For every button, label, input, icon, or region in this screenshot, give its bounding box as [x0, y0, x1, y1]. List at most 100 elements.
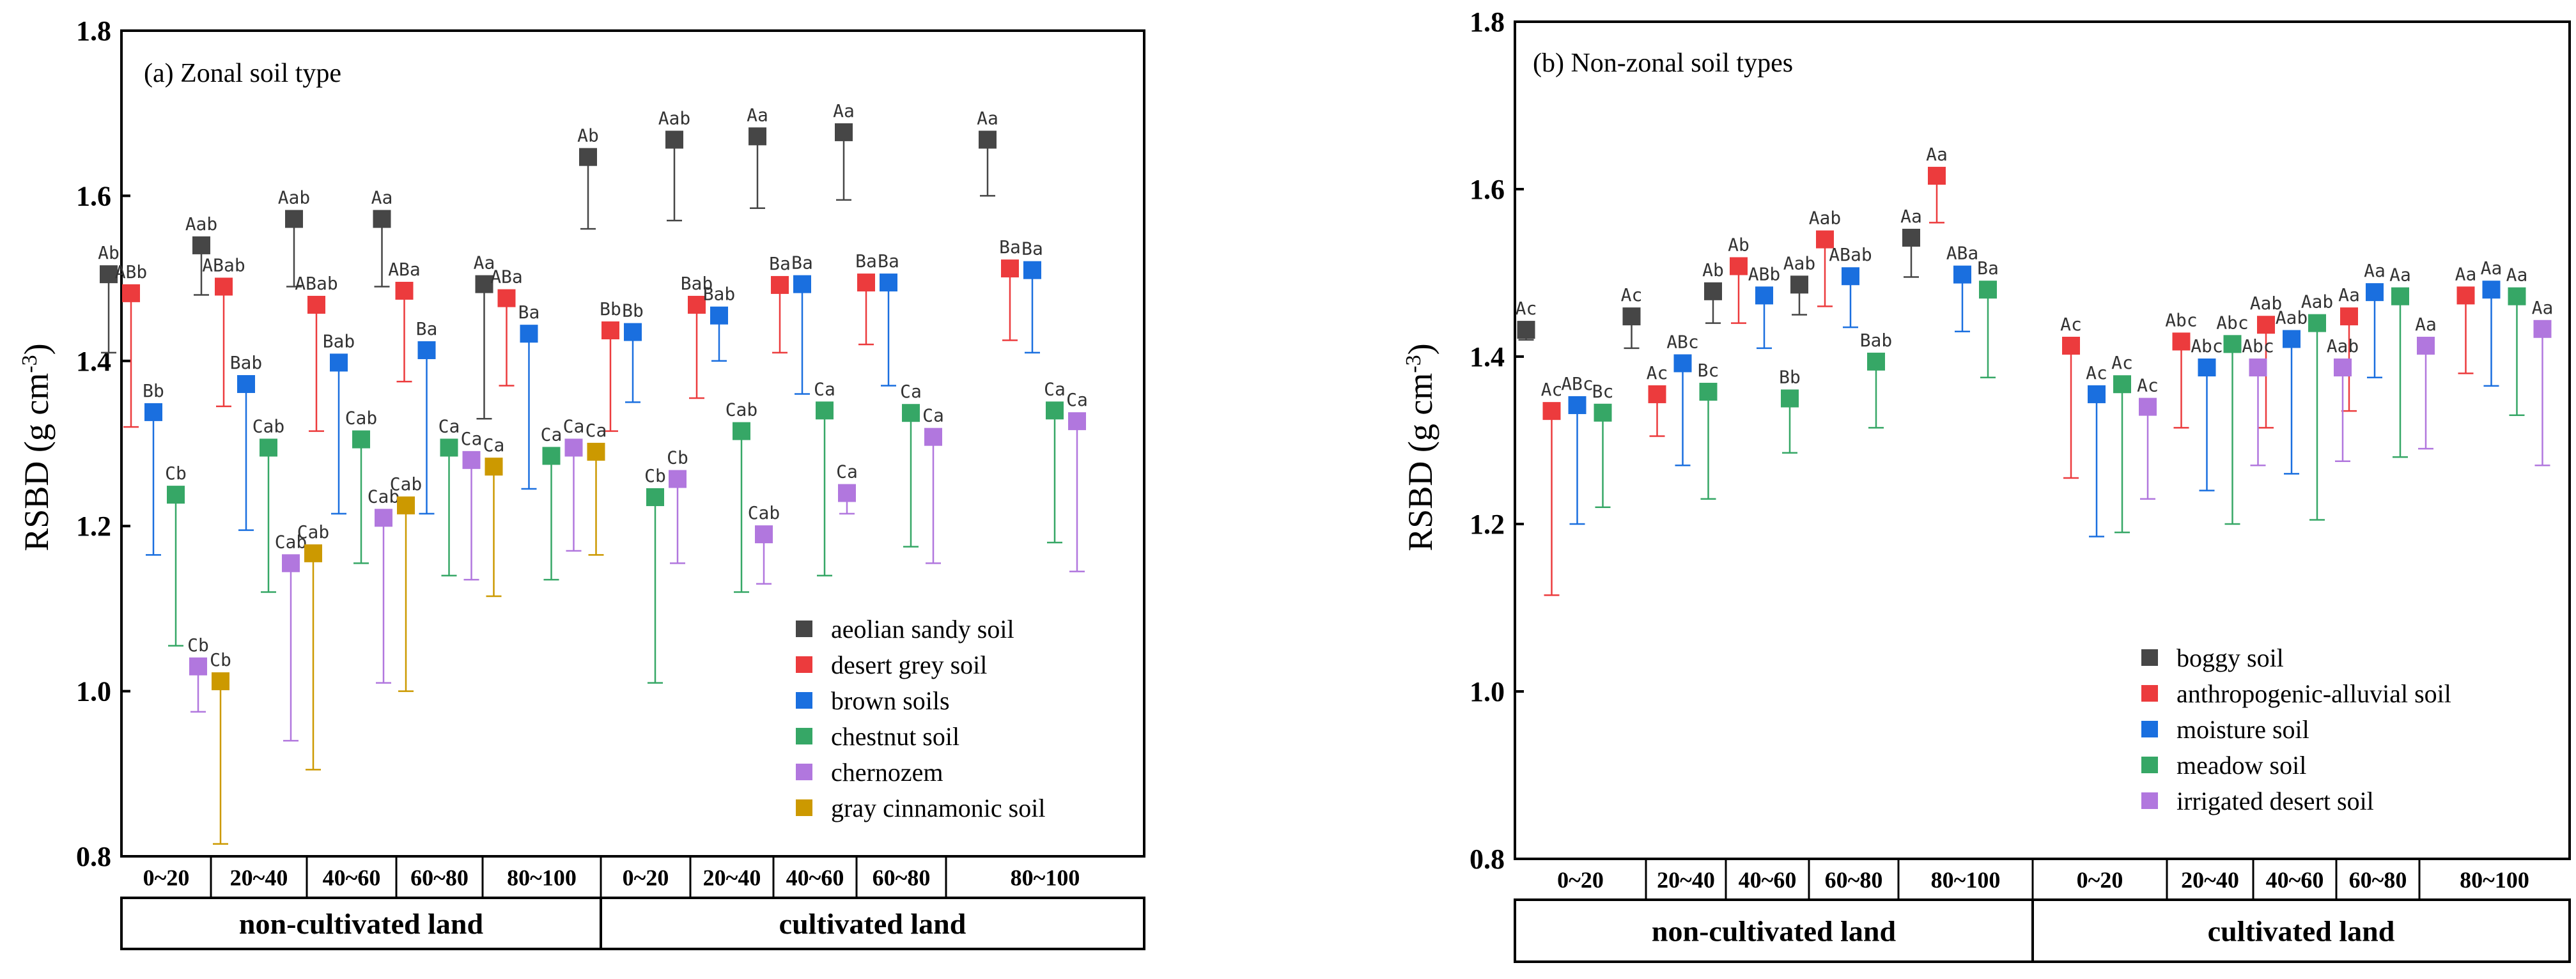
significance-label: Aa — [474, 252, 495, 274]
data-point-marker — [167, 486, 185, 504]
significance-label: ABab — [202, 255, 245, 276]
significance-label: Cab — [390, 474, 423, 495]
panel-a-y-ticks: 0.8 1.0 1.2 1.4 1.6 1.8 — [76, 15, 130, 872]
x-table-group-row — [1514, 898, 2571, 963]
significance-label: Aa — [2338, 284, 2360, 305]
data-point-marker — [1790, 275, 1808, 294]
significance-label: Aa — [2532, 297, 2554, 318]
significance-label: Ac — [1541, 379, 1563, 400]
data-point-marker — [144, 403, 162, 421]
data-point-marker — [1699, 383, 1718, 401]
panel-b-plot-frame — [1514, 20, 2571, 860]
data-point-marker — [2456, 286, 2475, 305]
depth-label: 20~40 — [703, 865, 761, 891]
panel-b-legend: boggy soil anthropogenic-alluvial soil moi… — [2141, 644, 2451, 815]
significance-label: Aa — [747, 104, 768, 125]
significance-label: Cab — [345, 408, 378, 429]
y-tick-label: 1.8 — [76, 15, 111, 47]
panel-a-legend: aeolian sandy soil desert grey soil brown … — [796, 615, 1045, 822]
data-point-marker — [212, 672, 229, 691]
data-point-marker — [485, 458, 503, 476]
significance-label: Cab — [368, 486, 400, 507]
depth-label: 80~100 — [507, 865, 577, 891]
legend-swatch — [796, 764, 812, 780]
significance-label: Ba — [518, 302, 540, 323]
significance-label: Cb — [210, 649, 231, 670]
data-point-marker — [285, 210, 303, 228]
legend-swatch — [796, 692, 812, 709]
data-point-marker — [1704, 282, 1722, 300]
panel-a-series: Ab Aab Aab Aa Aa Ab Aab Aa Aa Aa ABb ABab ABab ABa ABa… — [98, 100, 1088, 845]
y-tick-label: 1.4 — [76, 346, 111, 377]
legend-swatch — [2141, 721, 2158, 737]
data-point-marker — [2113, 375, 2131, 394]
significance-label: ABa — [1946, 243, 1979, 264]
significance-label: Ac — [1516, 298, 1537, 319]
significance-label: Ba — [769, 253, 791, 274]
significance-label: Abc — [2242, 335, 2274, 357]
significance-label: Cb — [165, 463, 187, 484]
significance-label: Aa — [1926, 144, 1948, 165]
significance-label: ABab — [1829, 244, 1872, 265]
significance-label: Ba — [855, 251, 877, 272]
depth-label: 60~80 — [410, 865, 469, 891]
legend-swatch — [796, 656, 812, 673]
data-point-marker — [100, 265, 118, 284]
significance-label: Ca — [541, 424, 563, 445]
data-point-marker — [192, 236, 210, 254]
significance-label: Aab — [2276, 307, 2308, 328]
data-point-marker — [1648, 385, 1666, 403]
depth-label: 20~40 — [230, 865, 288, 891]
y-tick-label: 1.0 — [1470, 676, 1505, 707]
panel-b-y-ticks: 0.8 1.0 1.2 1.4 1.6 1.8 — [1470, 6, 1524, 875]
significance-label: Bab — [230, 352, 263, 373]
panel-b-x-axis-table: 0~20 20~40 40~60 60~80 80~100 0~20 20~40 40~60 6… — [1514, 859, 2571, 963]
significance-label: Aa — [1900, 206, 1922, 227]
panel-b-y-label-sup: -3 — [1402, 355, 1425, 373]
panel-a-title: (a) Zonal soil type — [144, 59, 341, 88]
significance-label: Bab — [323, 330, 355, 351]
data-point-marker — [2308, 314, 2326, 332]
significance-label: Ac — [2086, 362, 2107, 383]
significance-label: Aa — [977, 108, 998, 129]
data-point-marker — [2062, 336, 2080, 355]
significance-label: ABb — [115, 261, 148, 282]
significance-label: Ca — [836, 461, 858, 482]
significance-label: Aab — [2301, 291, 2334, 312]
data-point-marker — [304, 544, 322, 562]
legend-swatch — [2141, 757, 2158, 773]
significance-label: Aab — [2250, 293, 2283, 314]
data-point-marker — [838, 484, 856, 502]
significance-label: Ac — [1647, 362, 1668, 383]
data-point-marker — [1622, 307, 1641, 326]
data-point-marker — [2257, 316, 2275, 334]
significance-label: Aa — [833, 100, 855, 121]
depth-label: 60~80 — [2349, 867, 2407, 893]
panel-a-x-axis-table: 0~20 20~40 40~60 60~80 80~100 0~20 20~40 40~60 6… — [120, 856, 1145, 950]
data-point-marker — [1068, 412, 1086, 431]
panel-b-title: (b) Non-zonal soil types — [1533, 49, 1793, 78]
data-point-marker — [1673, 354, 1692, 373]
data-point-marker — [1902, 228, 1920, 247]
significance-label: Bb — [600, 298, 621, 320]
depth-label: 80~100 — [1011, 865, 1080, 891]
significance-label: Ab — [98, 242, 120, 263]
significance-label: Aa — [2506, 265, 2528, 286]
y-tick-label: 1.6 — [76, 180, 111, 212]
legend-label: anthropogenic-alluvial soil — [2176, 679, 2451, 708]
significance-label: ABa — [490, 266, 523, 288]
legend-swatch — [2141, 792, 2158, 809]
significance-label: Ba — [791, 252, 813, 274]
significance-label: Ca — [483, 435, 505, 456]
data-point-marker — [330, 353, 348, 372]
data-point-marker — [2334, 358, 2352, 377]
data-point-marker — [771, 275, 789, 294]
legend-swatch — [796, 799, 812, 816]
data-point-marker — [1816, 230, 1834, 249]
significance-label: Ba — [1021, 238, 1043, 259]
data-point-marker — [237, 374, 255, 393]
data-point-marker — [793, 275, 811, 293]
data-point-marker — [710, 306, 728, 325]
significance-label: Aa — [2415, 314, 2437, 335]
data-point-marker — [1953, 265, 1971, 284]
